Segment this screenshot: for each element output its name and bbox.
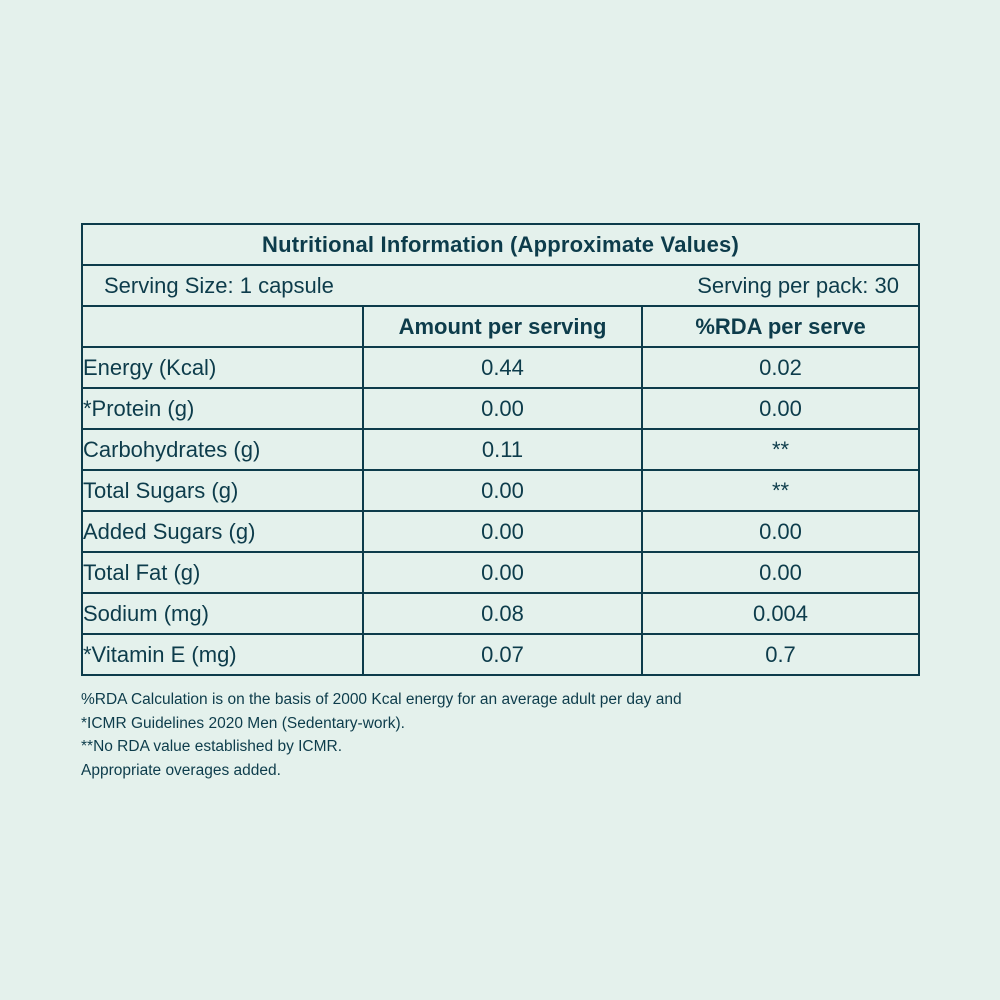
rda-value: 0.02: [641, 346, 920, 389]
serving-per-pack-text: Serving per pack: 30: [697, 272, 899, 298]
amount-value: 0.08: [362, 592, 643, 635]
nutrient-name: Energy (Kcal): [81, 346, 364, 389]
rda-value: 0.004: [641, 592, 920, 635]
column-header-amount: Amount per serving: [362, 305, 643, 348]
amount-value: 0.00: [362, 510, 643, 553]
rda-value: **: [641, 428, 920, 471]
table-row: Sodium (mg) 0.08 0.004: [81, 592, 920, 635]
table-title: Nutritional Information (Approximate Val…: [81, 223, 920, 266]
amount-value: 0.00: [362, 551, 643, 594]
nutrient-name: Total Fat (g): [81, 551, 364, 594]
table-row: Total Sugars (g) 0.00 **: [81, 469, 920, 512]
nutrient-name: Total Sugars (g): [81, 469, 364, 512]
amount-value: 0.44: [362, 346, 643, 389]
table-row: *Vitamin E (mg) 0.07 0.7: [81, 633, 920, 676]
nutrient-name: Added Sugars (g): [81, 510, 364, 553]
rda-value: 0.00: [641, 551, 920, 594]
footnote-line: Appropriate overages added.: [81, 761, 281, 779]
column-header-rda: %RDA per serve: [641, 305, 920, 348]
rda-value: 0.7: [641, 633, 920, 676]
footnote-line: *ICMR Guidelines 2020 Men (Sedentary-wor…: [81, 714, 405, 732]
nutrition-table: Nutritional Information (Approximate Val…: [81, 223, 920, 676]
rda-value: 0.00: [641, 387, 920, 430]
amount-value: 0.00: [362, 469, 643, 512]
table-row: Added Sugars (g) 0.00 0.00: [81, 510, 920, 553]
nutrient-name: *Protein (g): [81, 387, 364, 430]
table-row: Carbohydrates (g) 0.11 **: [81, 428, 920, 471]
amount-value: 0.00: [362, 387, 643, 430]
table-row: Total Fat (g) 0.00 0.00: [81, 551, 920, 594]
footnote-line: **No RDA value established by ICMR.: [81, 738, 343, 755]
table-row: *Protein (g) 0.00 0.00: [81, 387, 920, 430]
amount-value: 0.11: [362, 428, 643, 471]
nutrient-name: Carbohydrates (g): [81, 428, 364, 471]
serving-row: Serving Size: 1 capsule Serving per pack…: [81, 264, 920, 307]
column-header-nutrient: [81, 305, 364, 348]
nutrient-name: Sodium (mg): [81, 592, 364, 635]
header-row: Amount per serving %RDA per serve: [81, 305, 920, 348]
rda-value: 0.00: [641, 510, 920, 553]
nutrient-name: *Vitamin E (mg): [81, 633, 364, 676]
footnotes: %RDA Calculation is on the basis of 2000…: [81, 688, 801, 782]
title-row: Nutritional Information (Approximate Val…: [81, 223, 920, 266]
footnote-line: %RDA Calculation is on the basis of 2000…: [81, 691, 682, 708]
table-row: Energy (Kcal) 0.44 0.02: [81, 346, 920, 389]
amount-value: 0.07: [362, 633, 643, 676]
rda-value: **: [641, 469, 920, 512]
serving-size-text: Serving Size: 1 capsule: [104, 272, 334, 298]
